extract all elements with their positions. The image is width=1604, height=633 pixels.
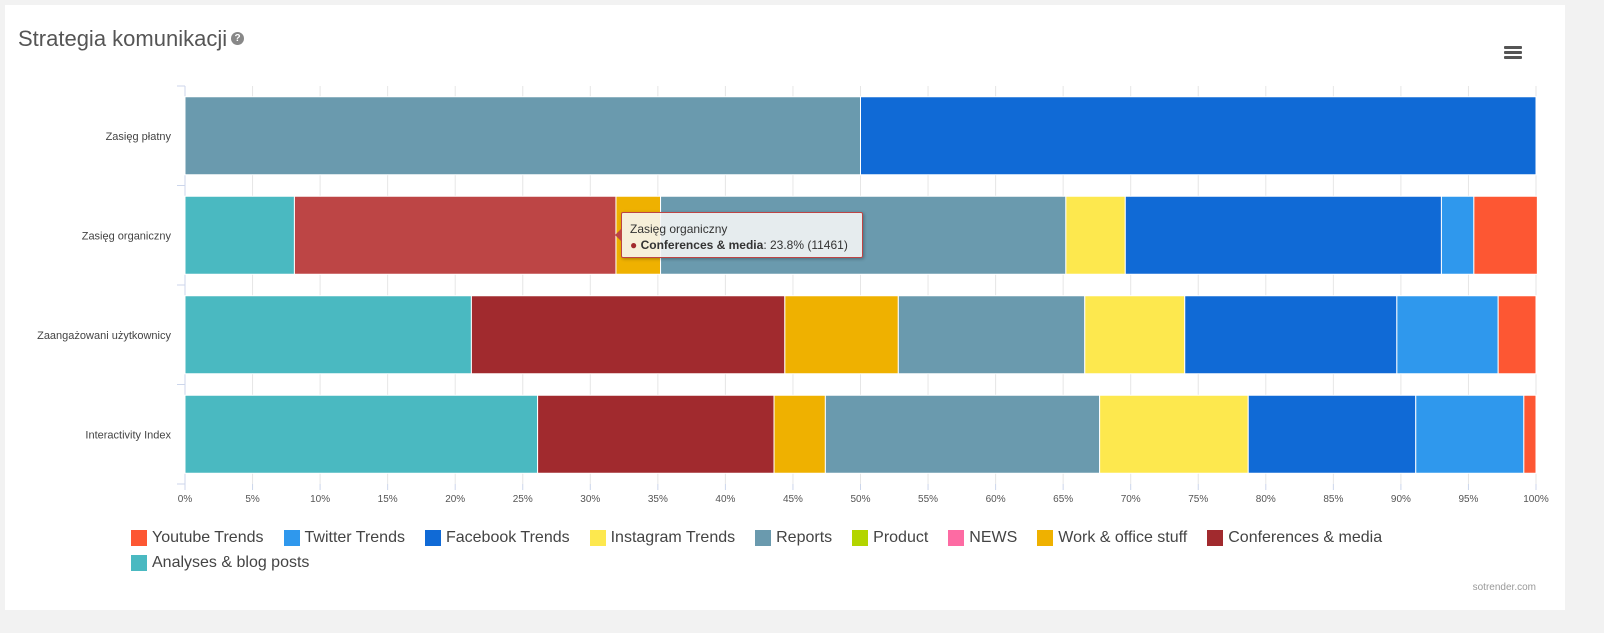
bar-segment[interactable] bbox=[897, 295, 1086, 375]
tooltip-value: : 23.8% (11461) bbox=[763, 238, 848, 252]
y-category-label: Zaangażowani użytkownicy bbox=[37, 330, 171, 342]
bar-segment[interactable] bbox=[773, 394, 826, 474]
y-category-label: Interactivity Index bbox=[85, 429, 171, 441]
tooltip-dot-icon: ● bbox=[630, 238, 638, 252]
x-tick-label: 35% bbox=[648, 494, 668, 505]
x-tick-label: 70% bbox=[1121, 494, 1141, 505]
legend-item[interactable]: Twitter Trends bbox=[283, 526, 405, 550]
bar-segment[interactable] bbox=[1184, 295, 1398, 375]
legend-item[interactable]: Product bbox=[852, 526, 928, 550]
bar-segment[interactable] bbox=[1415, 394, 1525, 474]
legend-item[interactable]: Instagram Trends bbox=[589, 526, 736, 550]
x-tick-label: 55% bbox=[918, 494, 938, 505]
x-tick-label: 5% bbox=[245, 494, 260, 505]
legend-swatch-icon bbox=[852, 530, 869, 546]
bar-segment[interactable] bbox=[470, 295, 786, 375]
x-tick-label: 45% bbox=[783, 494, 803, 505]
legend-label: Work & office stuff bbox=[1058, 529, 1188, 546]
bar-segment[interactable] bbox=[1247, 394, 1417, 474]
tooltip-category: Zasięg organiczny bbox=[630, 222, 728, 236]
tooltip: Zasięg organiczny ● Conferences & media:… bbox=[615, 212, 863, 258]
legend-label: Reports bbox=[776, 529, 833, 546]
x-tick-label: 20% bbox=[445, 494, 465, 505]
x-tick-label: 75% bbox=[1188, 494, 1208, 505]
x-tick-label: 85% bbox=[1323, 494, 1343, 505]
credit-link[interactable]: sotrender.com bbox=[1472, 582, 1536, 593]
hamburger-menu-icon[interactable] bbox=[1504, 46, 1522, 60]
legend-swatch-icon bbox=[424, 530, 441, 546]
x-tick-label: 30% bbox=[580, 494, 600, 505]
bar-segment[interactable] bbox=[184, 195, 295, 275]
legend-item[interactable]: Analyses & blog posts bbox=[131, 551, 309, 575]
bar-segment[interactable] bbox=[537, 394, 775, 474]
x-tick-label: 95% bbox=[1458, 494, 1478, 505]
legend-item[interactable]: Youtube Trends bbox=[131, 526, 264, 550]
legend-swatch-icon bbox=[1207, 530, 1224, 546]
legend-label: Twitter Trends bbox=[304, 529, 405, 546]
bar-segment[interactable] bbox=[1065, 195, 1126, 275]
tooltip-series: Conferences & media bbox=[640, 238, 764, 252]
legend-swatch-icon bbox=[1037, 530, 1054, 546]
x-tick-label: 10% bbox=[310, 494, 330, 505]
legend-label: Conferences & media bbox=[1228, 529, 1383, 546]
legend-label: Analyses & blog posts bbox=[152, 554, 310, 571]
bar-segment[interactable] bbox=[1497, 295, 1537, 375]
legend-item[interactable]: Conferences & media bbox=[1207, 526, 1382, 550]
bar-segment[interactable] bbox=[824, 394, 1101, 474]
legend-item[interactable]: Facebook Trends bbox=[424, 526, 570, 550]
legend-label: NEWS bbox=[969, 529, 1018, 546]
bar-segment[interactable] bbox=[784, 295, 899, 375]
x-tick-label: 100% bbox=[1523, 494, 1549, 505]
x-tick-label: 50% bbox=[850, 494, 870, 505]
x-tick-label: 65% bbox=[1053, 494, 1073, 505]
x-tick-label: 90% bbox=[1391, 494, 1411, 505]
chart-title: Strategia komunikacji? bbox=[18, 26, 245, 52]
bar-segment[interactable] bbox=[184, 295, 472, 375]
bar-segment[interactable] bbox=[293, 195, 617, 275]
legend: Youtube Trends Twitter Trends Facebook Tre… bbox=[131, 526, 1461, 576]
y-category-label: Zasięg płatny bbox=[106, 131, 172, 143]
x-tick-label: 25% bbox=[513, 494, 533, 505]
legend-swatch-icon bbox=[755, 530, 772, 546]
bar-segment[interactable] bbox=[1440, 195, 1475, 275]
legend-swatch-icon bbox=[948, 530, 965, 546]
legend-label: Instagram Trends bbox=[610, 529, 736, 546]
bar-segment[interactable] bbox=[1099, 394, 1249, 474]
legend-swatch-icon bbox=[283, 530, 300, 546]
legend-label: Product bbox=[873, 529, 929, 546]
bar-segment[interactable] bbox=[1084, 295, 1186, 375]
x-tick-label: 15% bbox=[378, 494, 398, 505]
legend-swatch-icon bbox=[131, 530, 147, 546]
x-tick-label: 80% bbox=[1256, 494, 1276, 505]
x-tick-label: 60% bbox=[986, 494, 1006, 505]
bar-segment[interactable] bbox=[184, 96, 861, 176]
x-tick-label: 40% bbox=[715, 494, 735, 505]
bar-segment[interactable] bbox=[1124, 195, 1442, 275]
y-category-label: Zasięg organiczny bbox=[82, 230, 172, 242]
bar-segment[interactable] bbox=[1473, 195, 1538, 275]
bar-segment[interactable] bbox=[184, 394, 539, 474]
legend-swatch-icon bbox=[131, 555, 147, 571]
legend-label: Facebook Trends bbox=[445, 529, 570, 546]
help-icon[interactable]: ? bbox=[231, 32, 245, 45]
bar-segment[interactable] bbox=[1523, 394, 1537, 474]
x-tick-label: 0% bbox=[178, 494, 193, 505]
legend-label: Youtube Trends bbox=[152, 529, 264, 546]
legend-item[interactable]: NEWS bbox=[948, 526, 1017, 550]
legend-item[interactable]: Work & office stuff bbox=[1037, 526, 1187, 550]
bar-segment[interactable] bbox=[1396, 295, 1499, 375]
title-text: Strategia komunikacji bbox=[18, 26, 228, 51]
legend-swatch-icon bbox=[589, 530, 606, 546]
bar-segment[interactable] bbox=[860, 96, 1537, 176]
legend-item[interactable]: Reports bbox=[755, 526, 832, 550]
